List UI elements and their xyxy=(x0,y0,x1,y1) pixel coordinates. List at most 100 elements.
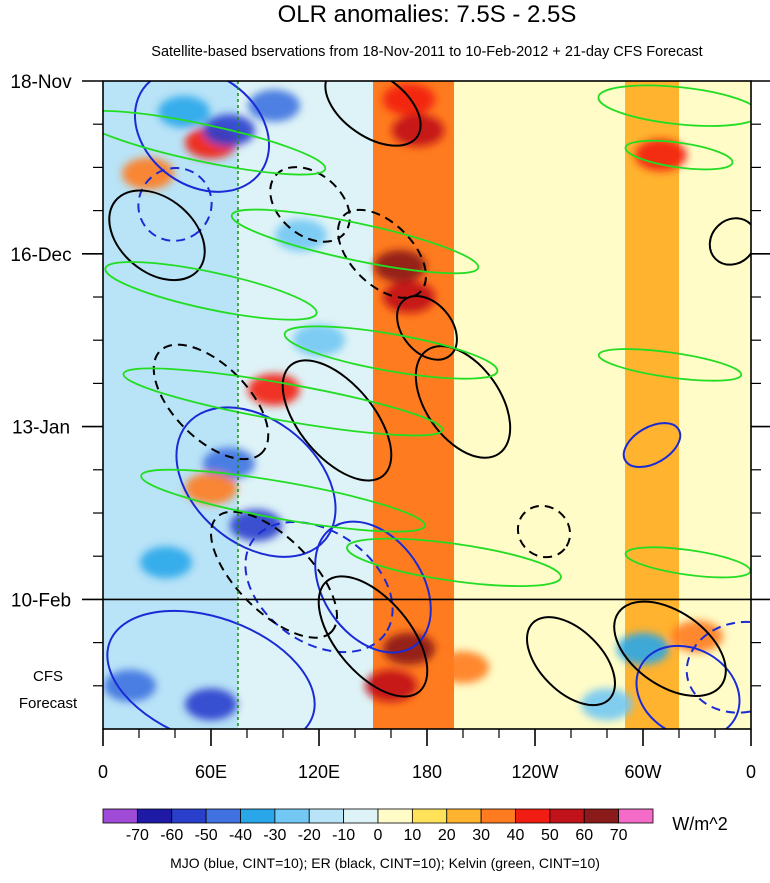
x-tick-label: 120E xyxy=(298,762,340,782)
kelvin-contour xyxy=(283,325,499,380)
olr-anomaly-layer xyxy=(104,83,723,721)
colorbar-swatch xyxy=(240,808,276,824)
kelvin-contour xyxy=(624,139,734,171)
er-contour xyxy=(210,510,338,639)
colorbar-swatch xyxy=(171,808,207,824)
colorbar-swatch xyxy=(480,808,516,824)
olr-anomaly-blob xyxy=(581,688,633,721)
y-axis: 18-Nov 16-Dec 13-Jan 10-Feb xyxy=(10,72,770,687)
colorbar-label: 60 xyxy=(575,827,593,844)
wave-contour-layer xyxy=(103,81,751,729)
colorbar-swatch xyxy=(515,808,551,824)
olr-anomaly-blob xyxy=(383,83,435,116)
olr-anomaly-blob xyxy=(437,651,489,684)
colorbar-label: 20 xyxy=(438,827,456,844)
kelvin-contour xyxy=(346,537,562,587)
kelvin-contour xyxy=(230,208,480,275)
forecast-label-line2: Forecast xyxy=(19,695,78,712)
colorbar-label: 40 xyxy=(507,827,525,844)
chart-title: OLR anomalies: 7.5S - 2.5S xyxy=(278,1,577,28)
x-tick-label: 0 xyxy=(98,762,108,782)
colorbar-label: 0 xyxy=(374,827,383,844)
y-tick-label: 18-Nov xyxy=(10,72,72,93)
olr-band xyxy=(238,81,373,729)
colorbar-swatch xyxy=(308,808,345,824)
olr-anomaly-blob xyxy=(185,472,237,505)
olr-anomaly-blob xyxy=(158,95,210,128)
x-tick-label: 180 xyxy=(412,762,442,782)
colorbar-swatch xyxy=(102,808,138,824)
mjo-contour xyxy=(685,620,751,714)
x-tick-label: 60W xyxy=(624,762,661,782)
kelvin-contour xyxy=(140,468,426,533)
forecast-label-line1: CFS xyxy=(33,668,63,685)
colorbar-label: 50 xyxy=(541,827,559,844)
colorbar-swatch xyxy=(618,808,654,824)
olr-anomaly-blob xyxy=(671,620,723,653)
olr-anomaly-blob xyxy=(635,139,687,172)
colorbar-swatch xyxy=(274,808,310,824)
olr-band xyxy=(544,81,625,729)
colorbar-label: -40 xyxy=(229,827,252,844)
colorbar-swatch xyxy=(205,808,241,824)
plot-area xyxy=(103,81,751,729)
er-contour xyxy=(526,616,616,707)
y-tick-label: 10-Feb xyxy=(11,590,71,611)
colorbar-swatch xyxy=(136,808,173,824)
colorbar-label: -60 xyxy=(160,827,183,844)
olr-anomaly-blob xyxy=(392,114,444,147)
er-contour xyxy=(396,295,458,361)
olr-anomaly-blob xyxy=(374,250,426,283)
er-contour xyxy=(414,345,512,459)
colorbar-label: 70 xyxy=(610,827,628,844)
olr-band xyxy=(625,81,679,729)
chart-footer: MJO (blue, CINT=10); ER (black, CINT=10)… xyxy=(170,855,600,871)
colorbar-swatch xyxy=(343,808,379,824)
olr-anomaly-blob xyxy=(185,688,237,721)
olr-anomaly-blob xyxy=(104,669,156,702)
olr-anomaly-blob xyxy=(248,373,300,406)
olr-band xyxy=(454,81,544,729)
colorbar-label: -70 xyxy=(126,827,149,844)
olr-anomaly-blob xyxy=(293,324,345,357)
y-tick-label: 16-Dec xyxy=(10,245,71,266)
colorbar-swatch xyxy=(583,808,620,824)
kelvin-contour xyxy=(104,261,318,321)
er-contour xyxy=(337,208,427,299)
colorbar-label: -30 xyxy=(263,827,286,844)
mjo-contour xyxy=(635,644,741,729)
mjo-contour xyxy=(106,609,316,729)
chart-subtitle: Satellite-based bservations from 18-Nov-… xyxy=(151,44,702,60)
x-tick-label: 120W xyxy=(511,762,558,782)
colorbar-units: W/m^2 xyxy=(672,814,727,834)
kelvin-contour xyxy=(597,348,743,382)
mjo-contour xyxy=(175,406,337,558)
kelvin-contour xyxy=(122,367,444,437)
olr-anomaly-blob xyxy=(140,546,192,579)
colorbar: -70 -60 -50 -40 -30 -20 -10 0 10 20 30 40 50 60 70 xyxy=(102,808,654,844)
olr-anomaly-blob xyxy=(617,632,669,665)
er-contour xyxy=(281,359,393,482)
y-tick-label: 13-Jan xyxy=(12,418,70,439)
colorbar-label: 10 xyxy=(403,827,421,844)
kelvin-contour xyxy=(597,84,751,127)
mjo-contour xyxy=(622,422,682,469)
colorbar-label: 30 xyxy=(472,827,490,844)
x-axis: 0 60E 120E 180 120W 60W 0 xyxy=(98,729,756,782)
olr-band xyxy=(103,81,238,729)
olr-anomaly-blob xyxy=(365,669,417,702)
colorbar-swatch xyxy=(446,808,482,824)
x-tick-label: 0 xyxy=(746,762,756,782)
olr-anomaly-blob xyxy=(122,157,174,190)
mjo-contour xyxy=(314,520,432,654)
colorbar-swatch xyxy=(411,808,448,824)
mjo-contour xyxy=(137,167,213,242)
colorbar-swatch xyxy=(377,808,413,824)
er-contour xyxy=(269,166,351,243)
colorbar-swatch xyxy=(549,808,585,824)
kelvin-contour xyxy=(103,109,327,176)
er-contour xyxy=(613,600,727,697)
colorbar-label: -10 xyxy=(332,827,355,844)
colorbar-label: -50 xyxy=(195,827,218,844)
